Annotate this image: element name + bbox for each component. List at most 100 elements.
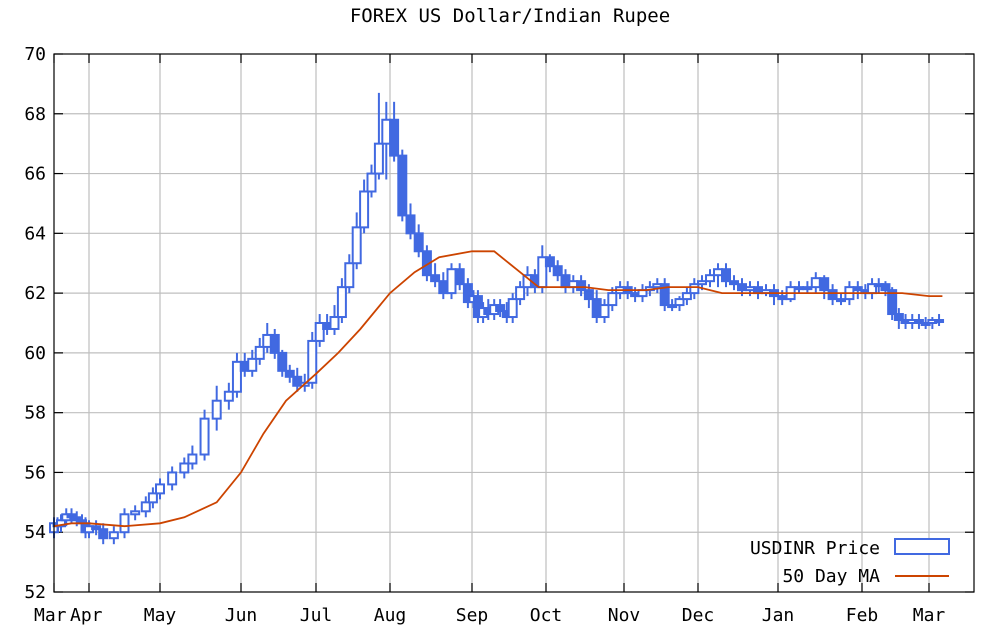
candle (920, 322, 931, 326)
x-tick-label: Apr (70, 605, 103, 626)
candle (659, 283, 670, 307)
x-tick-label: Jul (300, 605, 333, 626)
candle (329, 316, 340, 330)
candle (223, 390, 234, 402)
candle (199, 417, 210, 456)
legend: USDINR Price 50 Day MA (750, 538, 950, 587)
candle (413, 232, 424, 253)
candle (91, 525, 102, 531)
candle (269, 333, 280, 354)
candle (802, 286, 813, 291)
legend-swatch-price (894, 538, 950, 555)
candle (211, 399, 222, 420)
candle (836, 298, 846, 303)
candle (292, 375, 303, 387)
candle (667, 304, 678, 309)
candle (254, 345, 265, 360)
candle (119, 513, 130, 534)
candle (599, 304, 610, 319)
x-tick-label: May (144, 605, 177, 626)
ma-line (53, 250, 943, 528)
candle (583, 289, 594, 301)
candle (705, 274, 715, 283)
candle (737, 283, 747, 292)
candle (607, 292, 618, 307)
candle (405, 214, 416, 235)
candle (336, 286, 347, 319)
y-tick-label: 68 (24, 104, 46, 125)
candle (351, 226, 362, 265)
y-tick-label: 56 (24, 462, 46, 483)
candle (713, 268, 723, 277)
candle (381, 118, 392, 145)
axis-ticks (53, 53, 974, 593)
candle (913, 319, 924, 324)
candle (397, 154, 408, 217)
x-tick-label: Feb (846, 605, 879, 626)
x-tick-label: Jun (225, 605, 258, 626)
candle (852, 286, 863, 292)
ma-series (53, 250, 943, 528)
candle (462, 283, 473, 304)
legend-label-price: USDINR Price (750, 538, 880, 559)
candle (167, 471, 178, 486)
candle (576, 280, 587, 292)
candle (887, 289, 898, 316)
y-axis-labels: 52 54 56 58 60 62 64 66 68 70 (24, 44, 46, 603)
candle (495, 304, 506, 313)
candle (934, 319, 945, 324)
y-tick-label: 66 (24, 164, 46, 185)
candle (98, 528, 109, 540)
candle (373, 142, 384, 175)
candle (307, 339, 318, 384)
candle (359, 190, 370, 229)
candle (827, 289, 838, 301)
candle (880, 283, 891, 292)
candle (430, 274, 441, 283)
y-tick-label: 62 (24, 283, 46, 304)
plot-frame (53, 53, 975, 593)
candle (187, 453, 198, 465)
candle (446, 268, 457, 295)
candle (314, 322, 325, 342)
x-axis-labels: Mar Apr May Jun Jul Aug Sep Oct Nov Dec Jan Feb Mar (34, 605, 945, 626)
candle (155, 483, 165, 495)
candle (819, 277, 830, 292)
candle (689, 283, 700, 295)
candle (893, 313, 904, 322)
candle (472, 295, 483, 319)
y-tick-label: 60 (24, 343, 46, 364)
candle (745, 286, 755, 292)
candle (179, 462, 190, 474)
x-tick-label: Mar (913, 605, 946, 626)
candle (438, 280, 449, 295)
x-tick-label: Mar (34, 605, 67, 626)
candle (515, 286, 526, 301)
x-tick-label: Aug (374, 605, 407, 626)
candle (389, 118, 400, 157)
candle (366, 172, 377, 193)
candle (130, 510, 141, 516)
candle (507, 298, 518, 319)
x-tick-label: Jan (762, 605, 795, 626)
candle (729, 280, 739, 286)
candle (56, 519, 66, 528)
chart-title: FOREX US Dollar/Indian Rupee (350, 5, 670, 27)
candle (777, 295, 788, 301)
candle (674, 298, 685, 307)
candle (108, 531, 119, 540)
candle (277, 351, 288, 372)
y-tick-label: 70 (24, 44, 46, 65)
candle (544, 256, 555, 268)
price-series (49, 92, 945, 545)
x-tick-label: Nov (608, 605, 641, 626)
y-tick-label: 52 (24, 582, 46, 603)
candle (552, 265, 563, 277)
candle (454, 268, 465, 286)
y-tick-label: 58 (24, 403, 46, 424)
candle (810, 277, 821, 289)
candle (794, 286, 804, 291)
candle (231, 360, 242, 393)
candle (681, 292, 692, 301)
